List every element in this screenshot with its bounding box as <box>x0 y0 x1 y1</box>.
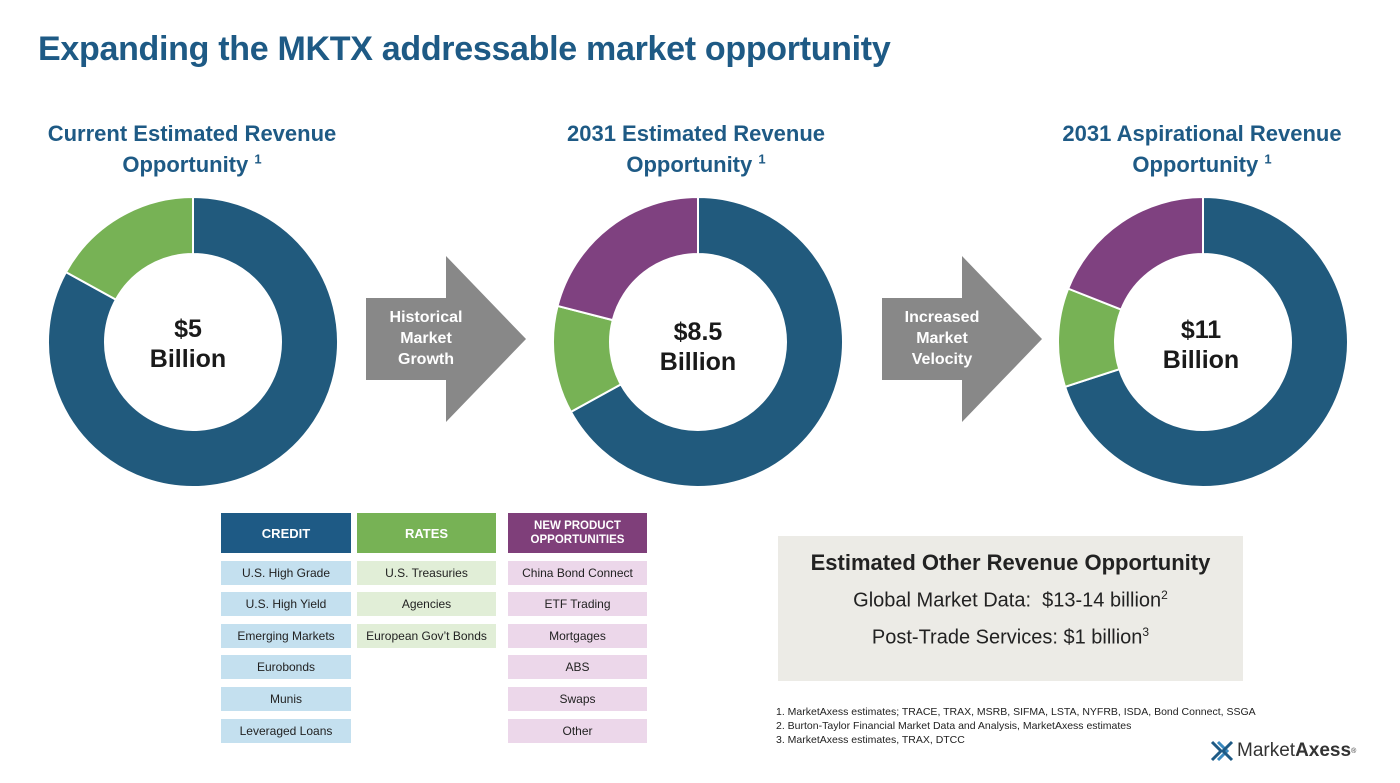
list-item: Eurobonds <box>221 655 351 680</box>
marketaxess-x-icon <box>1210 740 1234 762</box>
list-item: Other <box>508 718 647 743</box>
donut-slice-rates <box>64 197 194 301</box>
list-item: Mortgages <box>508 623 647 648</box>
arrow-label-velocity: Increased Market Velocity <box>904 309 980 368</box>
marketaxess-logo: Market Axess ® <box>1210 740 1356 762</box>
arrow-label-historical: Historical Market Growth <box>389 309 463 368</box>
market-data-line: Global Market Data: $13-14 billion2 <box>853 588 1168 612</box>
donut-slice-credit <box>1063 197 1348 487</box>
donut-slice-credit <box>569 197 843 487</box>
donut-chart-2031-estimated <box>553 197 843 487</box>
footnotes: 1. MarketAxess estimates; TRACE, TRAX, M… <box>776 705 1256 747</box>
list-item: U.S. High Yield <box>221 592 351 617</box>
donut-chart-current <box>48 197 338 487</box>
chart-title-current: Current Estimated Revenue Opportunity 1 <box>47 121 337 177</box>
legend-column-credit: CREDIT U.S. High Grade U.S. High Yield E… <box>221 513 351 743</box>
arrow-increased-velocity <box>882 256 1042 422</box>
footnote: 1. MarketAxess estimates; TRACE, TRAX, M… <box>776 706 1256 718</box>
legend-header-new-products: NEW PRODUCT OPPORTUNITIES <box>508 513 647 553</box>
donut-slice-new-product-opportunities <box>1066 197 1204 311</box>
center-label-2031-aspirational: $11 Billion <box>1111 315 1291 375</box>
list-item: ETF Trading <box>508 592 647 617</box>
list-item: U.S. Treasuries <box>357 560 496 585</box>
page-title: Expanding the MKTX addressable market op… <box>38 30 891 68</box>
chart-title-2031-aspirational: 2031 Aspirational Revenue Opportunity 1 <box>1062 121 1342 177</box>
donut-slice-new-product-opportunities <box>556 197 699 322</box>
legend-column-rates: RATES U.S. Treasuries Agencies European … <box>357 513 496 648</box>
center-label-current: $5 Billion <box>98 314 278 374</box>
center-unit: Billion <box>659 348 737 376</box>
list-item: Munis <box>221 686 351 711</box>
footnote-ref: 1 <box>254 151 262 167</box>
other-revenue-title: Estimated Other Revenue Opportunity <box>810 550 1211 575</box>
center-unit: Billion <box>149 345 227 373</box>
donut-chart-2031-aspirational <box>1058 197 1348 487</box>
arrow-historical-growth <box>366 256 526 422</box>
chart-title-2031-estimated: 2031 Estimated Revenue Opportunity 1 <box>566 121 826 177</box>
list-item: ABS <box>508 655 647 680</box>
legend-header-credit: CREDIT <box>221 513 351 553</box>
donut-slice-credit <box>48 197 338 487</box>
center-value: $11 <box>1180 316 1222 344</box>
list-item: Leveraged Loans <box>221 718 351 743</box>
footnote-ref: 1 <box>1264 151 1272 167</box>
arrow-shape <box>882 256 1042 422</box>
legend-column-new-products: NEW PRODUCT OPPORTUNITIES China Bond Con… <box>508 513 647 743</box>
center-value: $8.5 <box>673 318 723 346</box>
arrow-shape <box>366 256 526 422</box>
center-value: $5 <box>174 315 202 343</box>
list-item: Emerging Markets <box>221 623 351 648</box>
footnote-ref: 1 <box>758 151 766 167</box>
list-item: European Gov’t Bonds <box>357 623 496 648</box>
footnote: 3. MarketAxess estimates, TRAX, DTCC <box>776 734 965 746</box>
legend-header-rates: RATES <box>357 513 496 553</box>
other-revenue-box: Estimated Other Revenue Opportunity Glob… <box>778 536 1243 681</box>
list-item: China Bond Connect <box>508 560 647 585</box>
list-item: U.S. High Grade <box>221 560 351 585</box>
list-item: Agencies <box>357 592 496 617</box>
footnote: 2. Burton-Taylor Financial Market Data a… <box>776 720 1132 732</box>
center-unit: Billion <box>1162 346 1240 374</box>
center-label-2031-estimated: $8.5 Billion <box>608 317 788 377</box>
post-trade-line: Post-Trade Services: $1 billion3 <box>871 624 1150 649</box>
list-item: Swaps <box>508 686 647 711</box>
